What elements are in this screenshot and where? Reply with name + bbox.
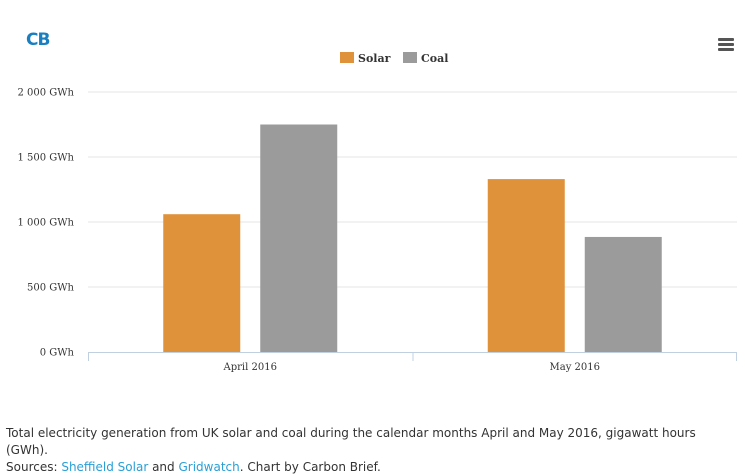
caption-description: Total electricity generation from UK sol…: [6, 426, 696, 457]
caption-sources: Sources: Sheffield Solar and Gridwatch. …: [6, 459, 741, 476]
menu-line: [718, 48, 734, 51]
legend-label-solar[interactable]: Solar: [358, 52, 391, 65]
sheffield-solar-link[interactable]: Sheffield Solar: [61, 460, 149, 474]
y-tick-label: 500 GWh: [27, 283, 75, 294]
sources-prefix: Sources:: [6, 460, 62, 474]
legend: Solar Coal: [340, 52, 448, 65]
x-tick-label: April 2016: [223, 362, 277, 373]
bar-solar-1[interactable]: [163, 214, 241, 352]
legend-label-coal[interactable]: Coal: [421, 52, 448, 65]
carbon-brief-logo: CB: [26, 30, 50, 50]
menu-line: [718, 43, 734, 46]
bar-coal-2[interactable]: [584, 236, 662, 352]
y-tick-label: 2 000 GWh: [17, 88, 74, 99]
bar-coal-1[interactable]: [260, 124, 338, 353]
legend-swatch-solar: [340, 52, 354, 63]
bar-solar-2[interactable]: [487, 179, 565, 352]
y-axis-ticks: 0 GWh 500 GWh 1 000 GWh 1 500 GWh 2 000 GWh: [17, 88, 74, 359]
menu-line: [718, 38, 734, 41]
bar-chart: Solar Coal 0 GWh 500 GWh 1 000 GWh 1 500 GW…: [17, 52, 737, 373]
sources-suffix: . Chart by Carbon Brief.: [239, 460, 381, 474]
y-tick-label: 0 GWh: [40, 348, 75, 359]
hamburger-icon[interactable]: [718, 38, 734, 51]
x-axis: April 2016 May 2016: [88, 352, 737, 373]
chart-caption: Total electricity generation from UK sol…: [6, 425, 741, 476]
legend-swatch-coal: [403, 52, 417, 63]
sources-and: and: [148, 460, 179, 474]
bars: [163, 124, 662, 353]
gridwatch-link[interactable]: Gridwatch: [178, 460, 240, 474]
x-tick-label: May 2016: [550, 362, 600, 373]
y-tick-label: 1 000 GWh: [17, 218, 74, 229]
y-tick-label: 1 500 GWh: [17, 153, 74, 164]
